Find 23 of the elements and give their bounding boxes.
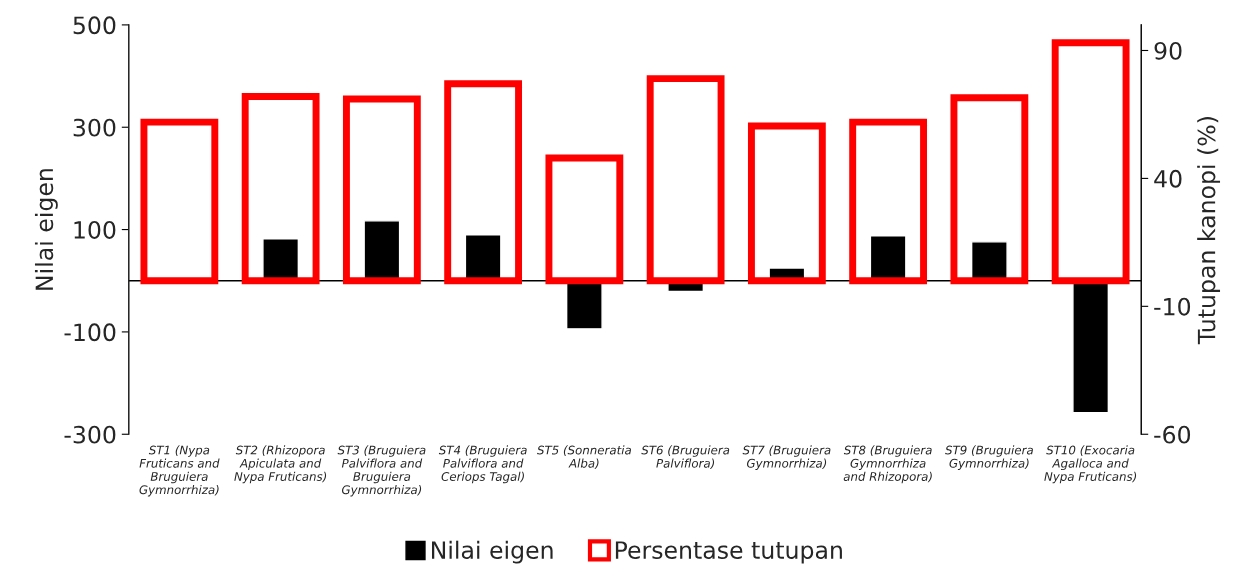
y2-axis-title: Tutupan kanopi (%): [1197, 117, 1221, 345]
y-tick-label: 300: [73, 118, 116, 137]
x-tick-label: ST9 (Bruguiera Gymnorrhiza): [945, 445, 1033, 471]
x-tick-label: ST4 (Bruguiera Palviflora and Ceriops Tagal): [438, 445, 527, 484]
legend-label: Persentase tutupan: [615, 541, 842, 564]
x-tick-label: ST10 (Exocaria Agalloca and Nypa Fruticans): [1044, 445, 1137, 484]
y2-tick-label: -60: [1154, 425, 1191, 444]
x-tick-label: ST8 (Bruguiera Gymnorrhiza and Rhizopora): [843, 445, 932, 484]
y2-tick-label: -10: [1154, 297, 1191, 316]
x-tick-label: ST5 (Sonneratia Alba): [537, 445, 631, 470]
x-tick-label: ST6 (Bruguiera Palviflora): [641, 445, 730, 470]
y-tick-label: 100: [74, 221, 116, 239]
legend-label: Nilai eigen: [432, 540, 553, 564]
y2-tick-label: 90: [1154, 41, 1182, 60]
y-tick-label: -300: [64, 425, 116, 444]
x-tick-label: ST2 (Rhizopora Apiculata and Nypa Fruticans): [234, 445, 327, 484]
x-tick-label: ST3 (Bruguiera Palviflora and Bruguiera Gymnorrhiza): [337, 445, 426, 497]
y-tick-label: 500: [73, 16, 116, 35]
y2-tick-label: 40: [1154, 169, 1182, 188]
x-tick-label: ST1 (Nypa Fruticans and Bruguiera Gymnorrhiza): [139, 445, 220, 497]
y-tick-label: -100: [64, 323, 116, 342]
x-tick-label: ST7 (Bruguiera Gymnorrhiza): [742, 445, 831, 471]
y-axis-title: Nilai eigen: [34, 169, 58, 290]
